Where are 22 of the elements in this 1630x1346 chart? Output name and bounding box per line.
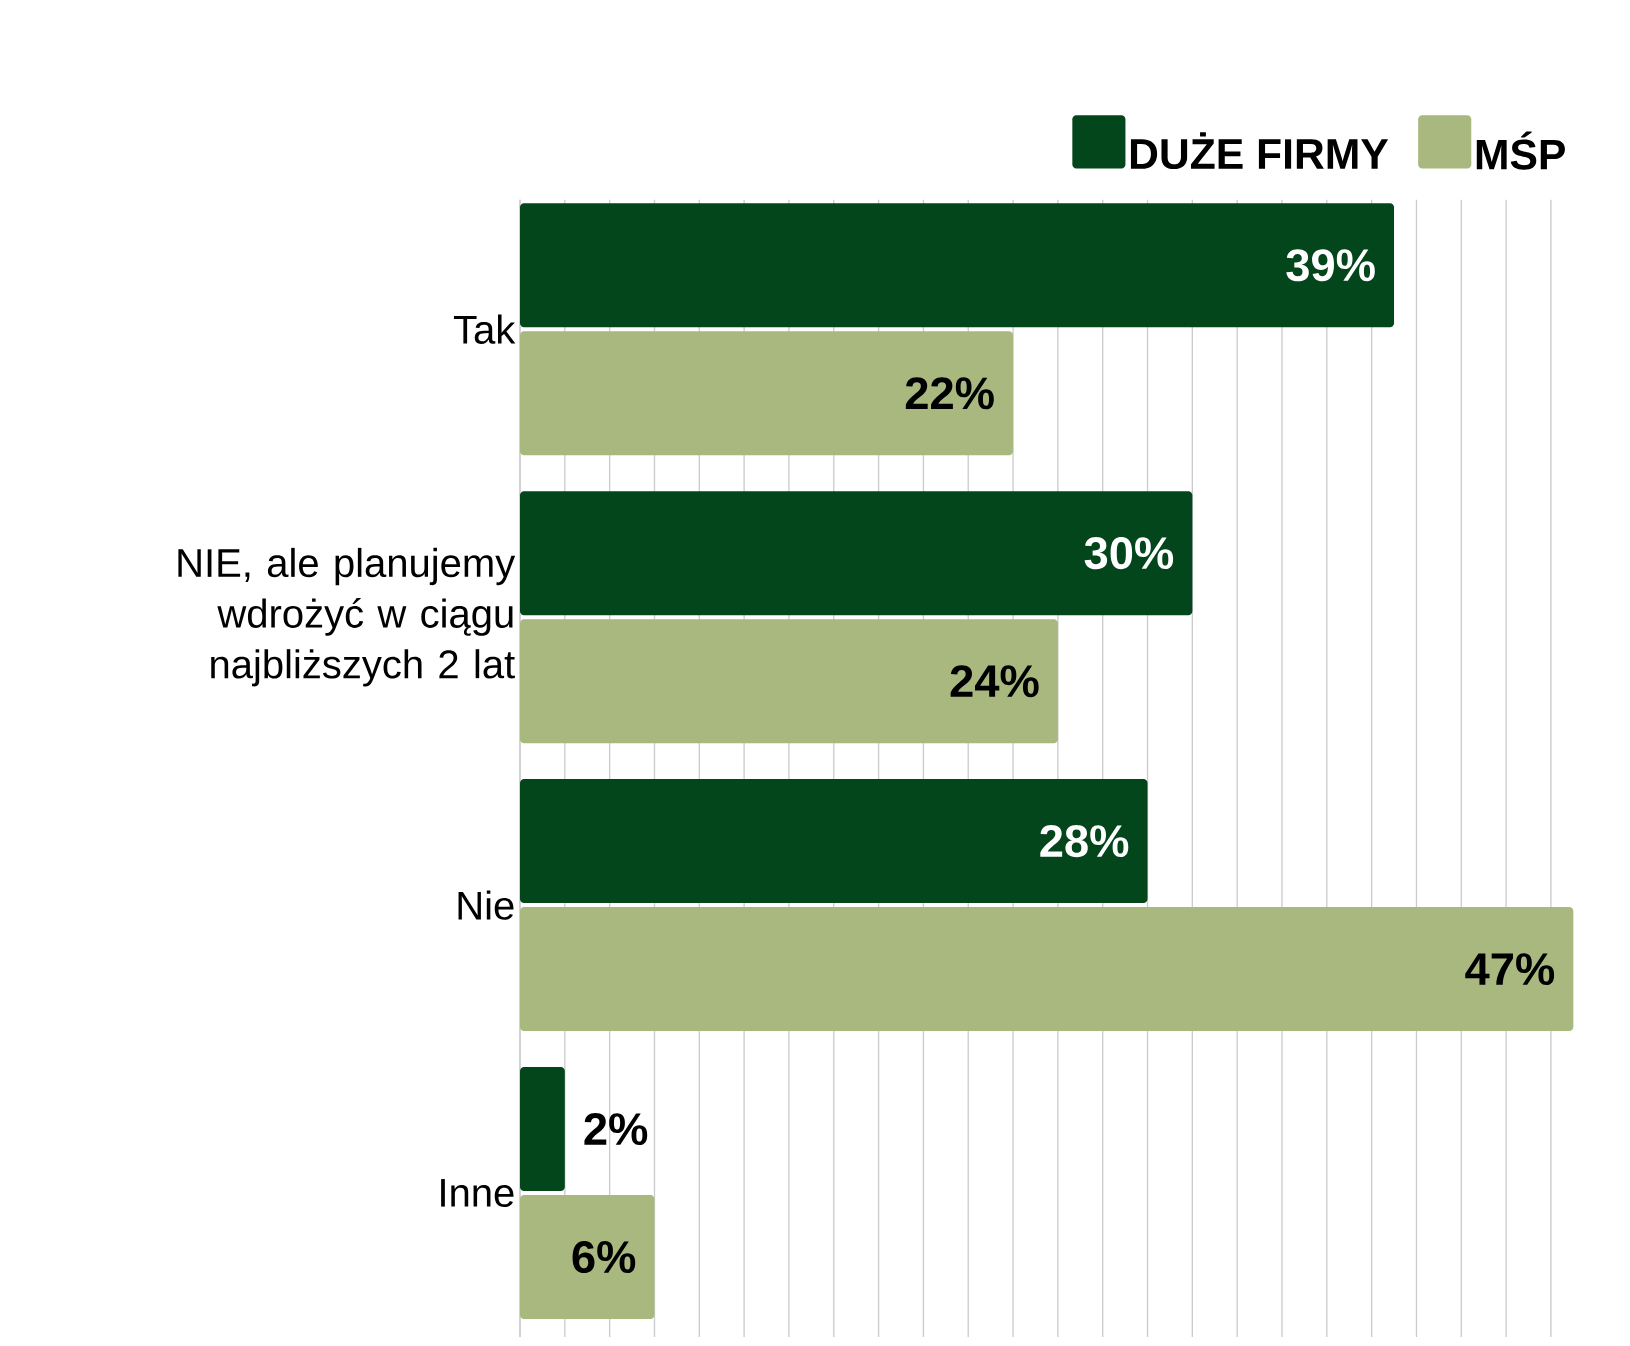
- legend-label: DUŻE FIRMY: [1130, 132, 1389, 170]
- y-tick-label: Inne: [441, 1179, 514, 1207]
- data-label: 22%: [905, 377, 994, 410]
- data-label: 30%: [1084, 537, 1174, 570]
- data-label: 47%: [1465, 953, 1555, 985]
- y-tick-label: Tak: [453, 314, 516, 344]
- bar: [520, 779, 1148, 904]
- bar: [520, 619, 1058, 744]
- bar: [520, 331, 1014, 456]
- data-label: 24%: [950, 665, 1039, 698]
- data-label: 28%: [1040, 824, 1129, 858]
- bar: [520, 1066, 565, 1191]
- y-tick-label: Nie: [458, 890, 514, 920]
- bar: [520, 1194, 655, 1319]
- bar: [520, 203, 1395, 328]
- data-label: 2%: [584, 1112, 648, 1145]
- data-label: 6%: [572, 1240, 636, 1274]
- bar: [520, 907, 1574, 1032]
- data-label: 39%: [1286, 249, 1375, 282]
- legend-label: MŚP: [1476, 131, 1565, 170]
- bar: [520, 491, 1193, 616]
- y-tick-label: NIE, ale planujemy wdrożyć w ciągu najbliższych 2 lat: [178, 547, 516, 687]
